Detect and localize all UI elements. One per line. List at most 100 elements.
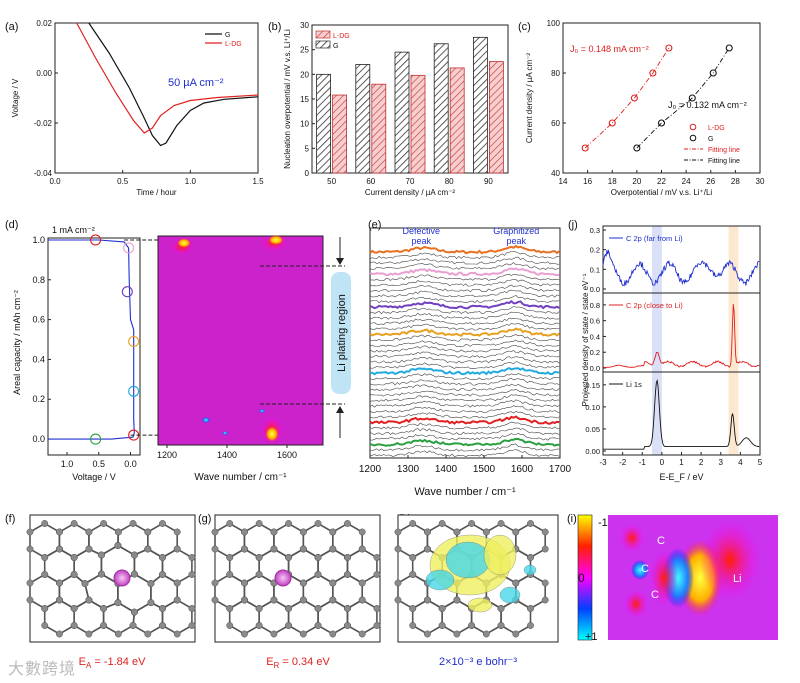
x-axis-label-c: Overpotential / mV v.s. Li⁺/Li: [611, 188, 713, 197]
y-tick-label-b: 10: [300, 120, 309, 129]
carbon-atom: [41, 622, 49, 629]
y-tick-label-j: 0.0: [590, 364, 600, 373]
spectrum-line: [369, 295, 560, 304]
x-tick-label-j: -3: [599, 458, 607, 467]
legend-label-j: C 2p (close to Li): [626, 301, 683, 310]
point-G: [688, 94, 696, 102]
y-tick-label-d: 0.8: [32, 275, 45, 285]
carbon-atom: [226, 554, 234, 561]
charge-density-lobe: [425, 569, 455, 591]
carbon-atom: [70, 520, 78, 527]
carbon-atom: [255, 554, 263, 561]
marker-d: [128, 335, 140, 348]
colorbar-label-bottom: +1: [585, 631, 598, 643]
carbon-atom: [344, 520, 351, 527]
bar-L-DG: [488, 61, 504, 174]
bar-G: [472, 36, 488, 174]
spectrum-line: [369, 388, 560, 397]
carbon-atom: [373, 605, 381, 612]
panel-label-g: (g): [198, 513, 211, 525]
carbon-atom: [70, 622, 78, 629]
y-tick-label-d: 1.0: [32, 235, 45, 245]
x-tick-label-b: 60: [366, 177, 375, 186]
spectrum-line: [369, 279, 560, 287]
x-tick-label-j: 3: [719, 458, 724, 467]
carbon-atom: [314, 571, 322, 578]
x-tick-label-c: 22: [657, 177, 666, 186]
x-tick-label-a: 0.0: [49, 177, 61, 186]
carbon-atom: [240, 630, 248, 638]
spectrum-line: [369, 251, 560, 260]
y-axis-label-a: Voltage / V: [11, 78, 20, 117]
carbon-atom: [159, 520, 166, 527]
carbon-atom: [26, 579, 34, 587]
x-tick-label-c: 24: [682, 177, 691, 186]
carbon-atom: [541, 528, 549, 536]
carbon-atom: [188, 571, 196, 578]
carbon-atom: [129, 520, 137, 527]
carbon-atom: [70, 571, 78, 578]
x-tick-label-e: 1500: [473, 464, 496, 475]
carbon-atom: [41, 605, 49, 612]
carbon-atom: [159, 622, 166, 629]
highlight-band-blue: [652, 226, 662, 455]
carbon-atom: [423, 596, 431, 604]
caption-f: EA = -1.84 eV: [79, 656, 146, 670]
carbon-atom: [299, 630, 307, 638]
carbon-atom: [114, 542, 122, 549]
legend-label-c: G: [708, 136, 713, 143]
y-tick-label-j: 0.2: [590, 348, 600, 357]
carbon-atom: [409, 622, 417, 629]
arrow-top-head: [336, 258, 344, 265]
spectrum-line: [370, 273, 560, 282]
x-tick-label-b: 80: [445, 177, 454, 186]
spectrum-line: [369, 366, 560, 376]
y-tick-label-d: 0.4: [32, 354, 45, 364]
pdos-line-0: [602, 249, 760, 287]
carbon-atom: [358, 630, 366, 638]
x-tick-label-c: 18: [608, 177, 617, 186]
series-line-G: [88, 22, 259, 147]
heatmap-blob: [177, 238, 191, 248]
carbon-atom: [438, 520, 446, 527]
carbon-atom: [240, 579, 248, 587]
spectrum-line: [369, 410, 560, 419]
carbon-atom: [373, 571, 381, 578]
y-tick-label-c: 60: [551, 119, 560, 128]
carbon-atom: [144, 528, 152, 536]
carbon-atom: [453, 528, 461, 536]
diff-map-lobe: [700, 520, 760, 600]
carbon-atom: [85, 528, 93, 536]
carbon-atom: [188, 554, 196, 561]
y-tick-label-c: 80: [551, 69, 560, 78]
point-L-DG: [608, 119, 616, 127]
spectrum-line: [369, 383, 560, 392]
y-tick-label-b: 25: [300, 46, 309, 55]
carbon-atom: [409, 605, 417, 612]
carbon-atom: [285, 520, 293, 527]
carbon-atom: [270, 596, 278, 604]
x-tick-label-dmap: 1400: [217, 450, 237, 460]
y-tick-label-d: 0.2: [32, 394, 45, 404]
point-L-DG: [649, 69, 657, 77]
y-axis-label-c: Current density / µA cm⁻²: [525, 53, 534, 144]
spectrum-line: [369, 311, 560, 320]
fit-line-L-DG: [584, 47, 670, 149]
carbon-atom: [344, 554, 351, 561]
y-tick-label-j: 0.6: [590, 317, 600, 326]
y-tick-label-a: -0.04: [34, 169, 53, 178]
carbon-atom: [130, 608, 138, 616]
panel-label-a: (a): [5, 21, 18, 33]
x-tick-label-dmap: 1600: [277, 450, 297, 460]
carbon-atom: [314, 622, 322, 629]
carbon-atom: [482, 528, 490, 536]
x-tick-label-d: 1.0: [61, 459, 74, 469]
carbon-atom: [55, 596, 63, 604]
annotation-defective-2: peak: [412, 236, 432, 246]
heatmap-background: [157, 235, 324, 446]
x-tick-label-d: 0.5: [93, 459, 106, 469]
carbon-atom: [541, 545, 549, 553]
x-tick-label-a: 0.5: [117, 177, 129, 186]
atom-label-c1: C: [657, 535, 665, 547]
li-atom-f: [113, 569, 131, 587]
